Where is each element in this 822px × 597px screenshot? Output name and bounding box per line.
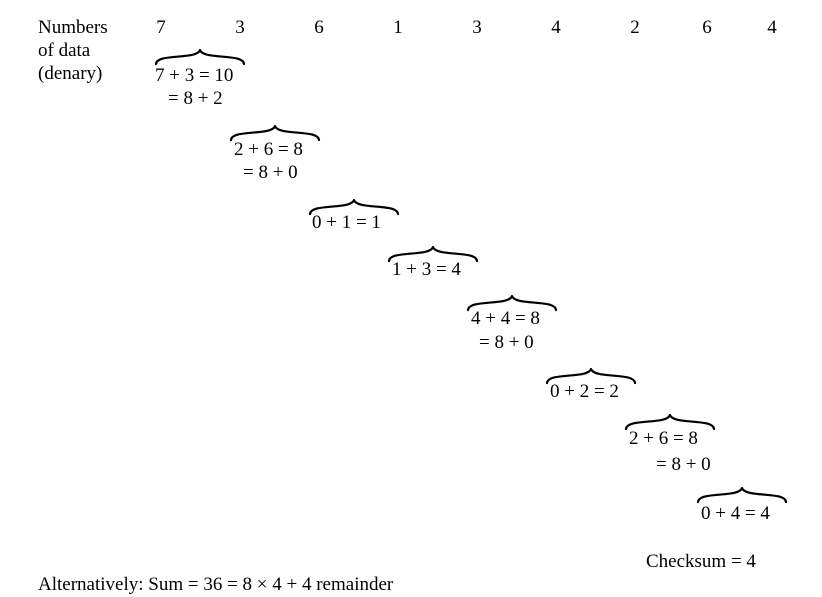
overbrace-7 [624,413,716,431]
checksum-result: Checksum = 4 [646,551,756,572]
data-value-8: 6 [702,17,712,38]
step-7-mod: = 8 + 0 [656,454,711,475]
step-5-sum: 4 + 4 = 8 [471,308,540,329]
alternative-note: Alternatively: Sum = 36 = 8 × 4 + 4 rema… [38,574,394,595]
overbrace-1 [154,48,246,66]
data-value-9: 4 [767,17,777,38]
step-3-sum: 0 + 1 = 1 [312,212,381,233]
data-value-2: 3 [235,17,245,38]
data-value-1: 7 [156,17,166,38]
data-value-5: 3 [472,17,482,38]
step-1-mod: = 8 + 2 [168,88,223,109]
step-8-sum: 0 + 4 = 4 [701,503,770,524]
overbrace-2 [229,124,321,142]
overbrace-6 [545,367,637,385]
overbrace-4 [387,245,479,263]
header-label-line-2: of data [38,40,91,61]
step-2-sum: 2 + 6 = 8 [234,139,303,160]
data-value-4: 1 [393,17,403,38]
header-label-line-1: Numbers [38,17,108,38]
step-4-sum: 1 + 3 = 4 [392,259,461,280]
overbrace-5 [466,294,558,312]
overbrace-3 [308,198,400,216]
header-label-line-3: (denary) [38,63,103,84]
step-6-sum: 0 + 2 = 2 [550,381,619,402]
step-5-mod: = 8 + 0 [479,332,534,353]
step-1-sum: 7 + 3 = 10 [155,65,234,86]
data-value-6: 4 [551,17,561,38]
data-value-7: 2 [630,17,640,38]
overbrace-8 [696,486,788,504]
step-2-mod: = 8 + 0 [243,162,298,183]
step-7-sum: 2 + 6 = 8 [629,428,698,449]
data-value-3: 6 [314,17,324,38]
